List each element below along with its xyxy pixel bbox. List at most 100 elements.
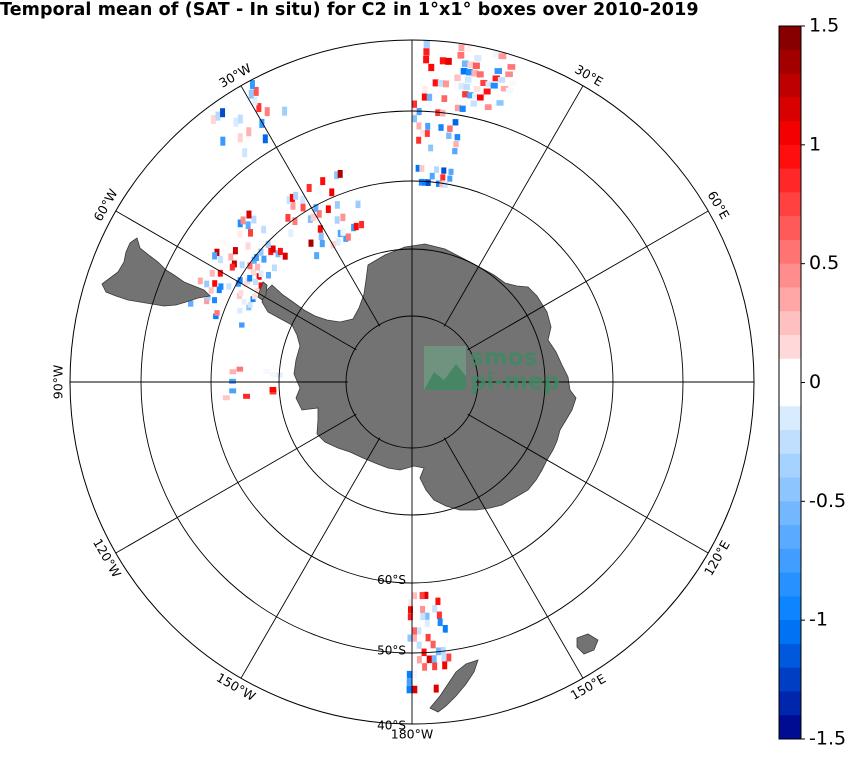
latitude-label: 60°S [377, 573, 406, 587]
data-cell [439, 57, 447, 65]
colorbar-step [779, 667, 801, 692]
data-cell [293, 191, 299, 200]
data-cell [473, 85, 481, 93]
data-cell [485, 81, 493, 88]
data-cell [252, 96, 258, 106]
colorbar-tick-label: -1.5 [809, 728, 846, 750]
data-cell [423, 40, 430, 48]
data-cell [261, 255, 267, 263]
data-cell [424, 619, 430, 628]
data-cell [464, 76, 472, 83]
data-cell [440, 174, 446, 181]
colorbar-step [779, 168, 801, 193]
data-cell [406, 685, 412, 694]
colorbar-tick-label: 1 [809, 133, 821, 155]
data-cell [292, 217, 298, 226]
meridian-line [240, 85, 381, 327]
data-cell [497, 77, 506, 83]
data-cell [289, 193, 295, 202]
data-cell [424, 612, 430, 620]
longitude-label: 90°W [51, 365, 66, 400]
data-cell [247, 262, 253, 270]
colorbar-step [779, 192, 801, 217]
data-cell [426, 93, 433, 101]
data-cell [210, 115, 216, 125]
colorbar-step [779, 49, 801, 75]
watermark-line2: pi-mep [470, 369, 560, 395]
colorbar-step [779, 287, 801, 312]
colorbar-step [779, 643, 801, 669]
data-cell [237, 114, 243, 124]
colorbar-step [779, 334, 801, 360]
data-cell [407, 613, 413, 621]
data-cell [416, 656, 422, 664]
meridian-line [115, 210, 357, 351]
data-cell [222, 395, 230, 401]
data-cell [419, 165, 425, 172]
data-cell [258, 248, 264, 256]
data-cell [464, 45, 472, 52]
data-cell [412, 592, 417, 600]
data-cell [447, 125, 453, 132]
data-cell [252, 278, 258, 286]
data-cell [412, 634, 417, 642]
data-cell [458, 44, 466, 52]
data-cell [441, 40, 449, 42]
data-cell [256, 220, 262, 229]
data-cell [425, 633, 431, 642]
data-cell [237, 133, 243, 143]
data-cell [452, 119, 459, 126]
data-cell [213, 313, 219, 320]
meridian-line [467, 413, 709, 554]
data-cell [188, 300, 194, 307]
data-cell [416, 136, 422, 144]
data-cell [419, 592, 425, 600]
colorbar-step [779, 477, 801, 502]
data-cell [316, 186, 322, 195]
data-cell [316, 210, 322, 218]
latitude-labels: 60°S 50°S 40°S [377, 573, 406, 732]
watermark-wave-icon [424, 364, 466, 390]
data-cell [435, 109, 441, 117]
data-cell [511, 49, 521, 55]
colorbar-step [779, 311, 801, 336]
island-kerguelen [576, 633, 599, 655]
data-cell [252, 293, 258, 300]
watermark-line1: smos [470, 345, 537, 371]
data-cell [239, 261, 245, 269]
longitude-label: 180°W [391, 726, 433, 741]
data-cell [269, 372, 277, 378]
data-cell [438, 124, 444, 131]
data-cell [229, 263, 235, 271]
data-cell [227, 242, 233, 251]
data-cell [215, 111, 221, 121]
data-cell [232, 247, 238, 255]
colorbar-ticks: 1.5 1 0.5 0 -0.5 -1 -1.5 [801, 15, 846, 750]
data-cell [229, 378, 236, 384]
data-cell [505, 71, 513, 78]
latitude-label: 40°S [377, 719, 406, 733]
data-cell [239, 322, 245, 328]
data-cell [212, 297, 218, 304]
data-cell [421, 93, 428, 101]
colorbar-step [779, 430, 801, 455]
colorbar-tick-label: 1.5 [809, 15, 839, 37]
data-cell [243, 393, 251, 399]
meridian-line [443, 437, 584, 679]
data-cell [459, 105, 466, 112]
data-cell [420, 605, 426, 614]
data-cell [248, 229, 254, 237]
colorbar-step [779, 406, 801, 431]
data-cell [300, 195, 306, 204]
data-cell [433, 684, 439, 693]
data-cell [439, 632, 445, 641]
data-cell [453, 40, 461, 43]
meridian-line [115, 413, 357, 554]
colorbar-step [779, 216, 801, 241]
data-cell [201, 270, 207, 278]
colorbar-step [779, 144, 801, 170]
data-cell [345, 233, 351, 241]
data-cell [424, 130, 430, 137]
data-cell [236, 366, 244, 372]
data-cell [208, 287, 214, 294]
